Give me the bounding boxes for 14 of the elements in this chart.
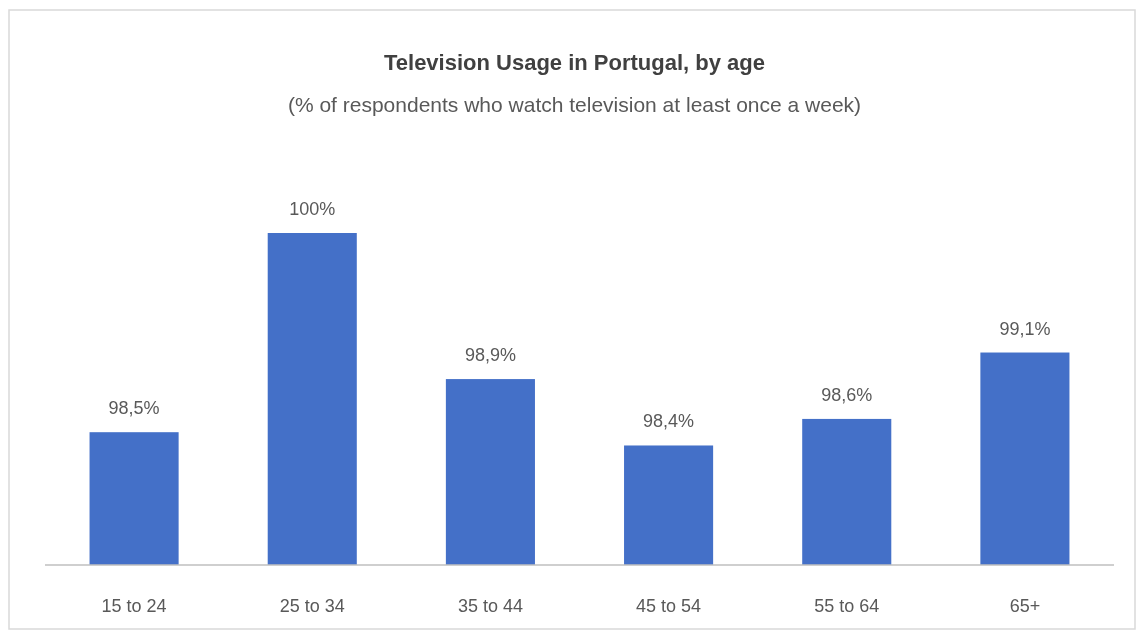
chart-subtitle: (% of respondents who watch television at least once a week)	[287, 93, 862, 116]
x-tick-label: 15 to 24	[101, 596, 167, 616]
data-label: 99,1%	[999, 318, 1051, 339]
x-tick-label: 35 to 44	[457, 596, 523, 616]
x-tick-label: 25 to 34	[279, 596, 345, 616]
data-label: 98,6%	[821, 384, 873, 405]
chart-title: Television Usage in Portugal, by age	[383, 50, 766, 75]
x-tick-label: 45 to 54	[636, 596, 702, 616]
data-label: 98,9%	[464, 345, 516, 366]
x-tick-label: 55 to 64	[814, 596, 880, 616]
data-label: 98,5%	[108, 398, 160, 419]
data-label: 98,4%	[643, 411, 695, 432]
x-tick-label: 65+	[1009, 596, 1041, 616]
data-label: 100%	[289, 199, 336, 219]
